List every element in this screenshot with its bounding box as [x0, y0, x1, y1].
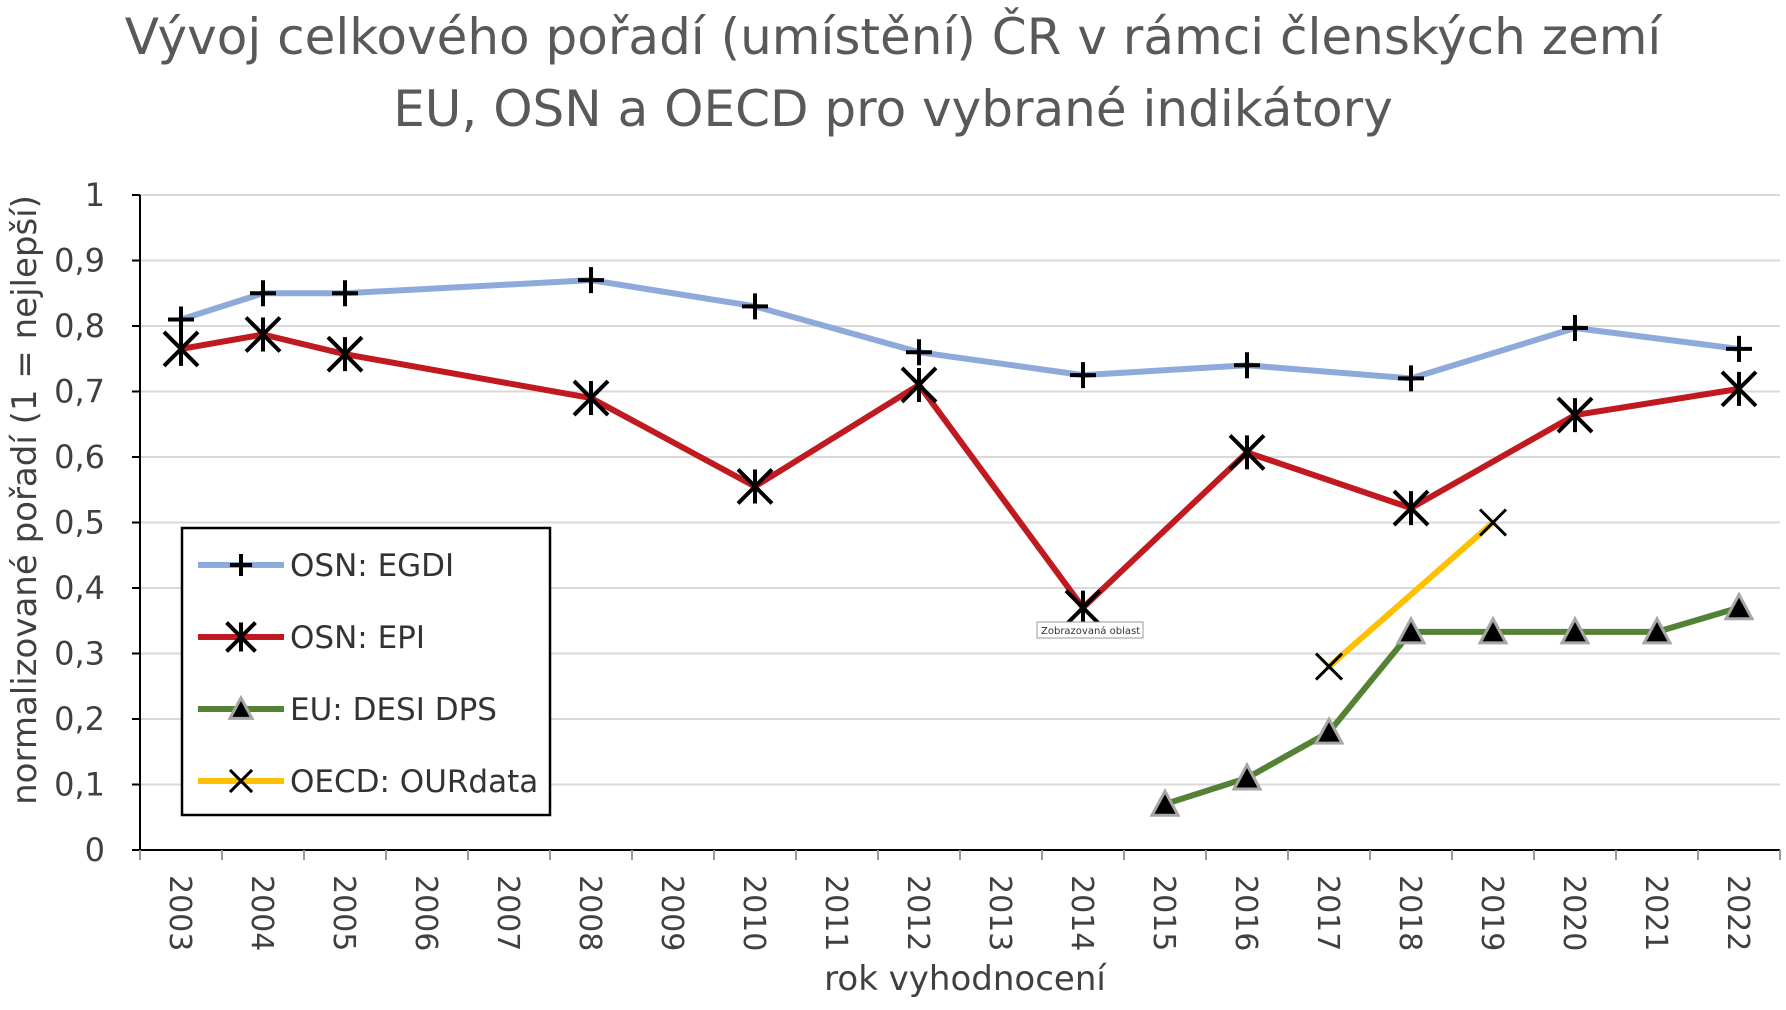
data-point-x [1314, 652, 1344, 681]
x-tick-label: 2015 [1146, 875, 1181, 951]
data-point-plus [1070, 362, 1096, 389]
data-point-triangle [1313, 715, 1345, 745]
data-point-plus [229, 553, 253, 577]
y-tick-label: 0,7 [54, 373, 105, 411]
x-tick-label: 2012 [900, 875, 935, 951]
data-point-asterisk [1064, 589, 1102, 627]
data-point-plus [332, 280, 358, 307]
y-tick-label: 0,9 [54, 242, 105, 280]
data-point-asterisk [1392, 489, 1430, 527]
tooltip-text: Zobrazovaná oblast [1041, 625, 1140, 637]
legend-label: EU: DESI DPS [290, 692, 497, 728]
data-point-triangle [227, 694, 255, 720]
data-point-asterisk [736, 468, 774, 505]
legend-box [180, 526, 552, 817]
y-tick-label: 0,5 [54, 504, 105, 542]
y-tick-label: 0 [85, 831, 105, 869]
x-tick-label: 2016 [1228, 875, 1263, 951]
legend-label: OSN: EPI [290, 620, 425, 656]
x-axis-title: rok vyhodnocení [824, 959, 1107, 999]
legend-label: OSN: EGDI [290, 548, 454, 584]
data-point-asterisk [225, 621, 257, 653]
data-point-triangle [1641, 615, 1673, 645]
data-point-asterisk [162, 330, 200, 368]
x-tick-label: 2010 [736, 875, 771, 951]
data-point-plus [168, 306, 194, 333]
legend-item: OSN: EPI [198, 620, 425, 656]
data-point-plus [1726, 335, 1752, 362]
y-tick-label: 1 [85, 176, 105, 214]
chart-title-line-2: EU, OSN a OECD pro vybrané indikátory [393, 80, 1393, 138]
y-tick-label: 0,6 [54, 438, 105, 476]
data-point-plus [250, 280, 276, 307]
data-point-asterisk [244, 316, 282, 353]
x-tick-label: 2021 [1638, 875, 1673, 951]
y-tick-label: 0,3 [54, 635, 105, 673]
x-tick-label: 2011 [818, 875, 853, 951]
x-tick-label: 2007 [490, 875, 525, 951]
x-tick-label: 2009 [654, 875, 689, 951]
x-tick-label: 2019 [1474, 875, 1509, 951]
x-tick-label: 2003 [162, 875, 197, 951]
data-point-asterisk [1228, 434, 1266, 471]
data-point-plus [578, 267, 604, 294]
x-tick-label: 2013 [982, 875, 1017, 951]
y-axis-title: normalizované pořadí (1 = nejlepší) [5, 195, 45, 805]
legend-item: OSN: EGDI [198, 548, 454, 584]
data-point-triangle [1723, 591, 1755, 621]
series-line [1326, 519, 1496, 670]
data-point-triangle [1395, 615, 1427, 645]
x-tick-label: 2005 [326, 875, 361, 951]
y-tick-label: 0,4 [54, 569, 105, 607]
data-point-plus [1562, 314, 1588, 341]
x-tick-label: 2014 [1064, 875, 1099, 951]
data-point-plus [742, 293, 768, 320]
y-tick-label: 0,2 [54, 700, 105, 738]
tooltip-annotation: Zobrazovaná oblast [1036, 621, 1144, 639]
x-tick-label: 2017 [1310, 875, 1345, 951]
x-tick-label: 2008 [572, 875, 607, 951]
data-point-triangle [1559, 615, 1591, 645]
data-point-plus [1234, 352, 1260, 379]
data-point-asterisk [1556, 396, 1594, 434]
x-tick-label: 2022 [1720, 875, 1755, 951]
x-tick-label: 2018 [1392, 875, 1427, 951]
data-point-plus [906, 339, 932, 366]
data-point-asterisk [900, 366, 938, 404]
data-point-triangle [1231, 761, 1263, 791]
series-line [1162, 604, 1742, 808]
data-point-triangle [1149, 787, 1181, 817]
legend-label: OECD: OURdata [290, 764, 538, 800]
x-tick-label: 2006 [408, 875, 443, 951]
chart-title-line-1: Vývoj celkového pořadí (umístění) ČR v r… [124, 8, 1662, 66]
data-point-plus [1398, 365, 1424, 392]
data-point-x [1478, 508, 1508, 537]
x-tick-label: 2004 [244, 875, 279, 951]
data-point-asterisk [572, 379, 610, 417]
legend: OSN: EGDI OSN: EPI EU: DESI DPS OECD: OURda… [180, 526, 552, 817]
data-point-x [228, 768, 254, 794]
legend-item: EU: DESI DPS [198, 692, 497, 728]
data-point-triangle [1477, 615, 1509, 645]
x-tick-label: 2020 [1556, 875, 1591, 951]
data-point-asterisk [326, 335, 364, 373]
y-tick-label: 0,8 [54, 307, 105, 345]
y-tick-label: 0,1 [54, 766, 105, 804]
data-point-asterisk [1720, 370, 1758, 408]
legend-item: OECD: OURdata [198, 764, 538, 800]
